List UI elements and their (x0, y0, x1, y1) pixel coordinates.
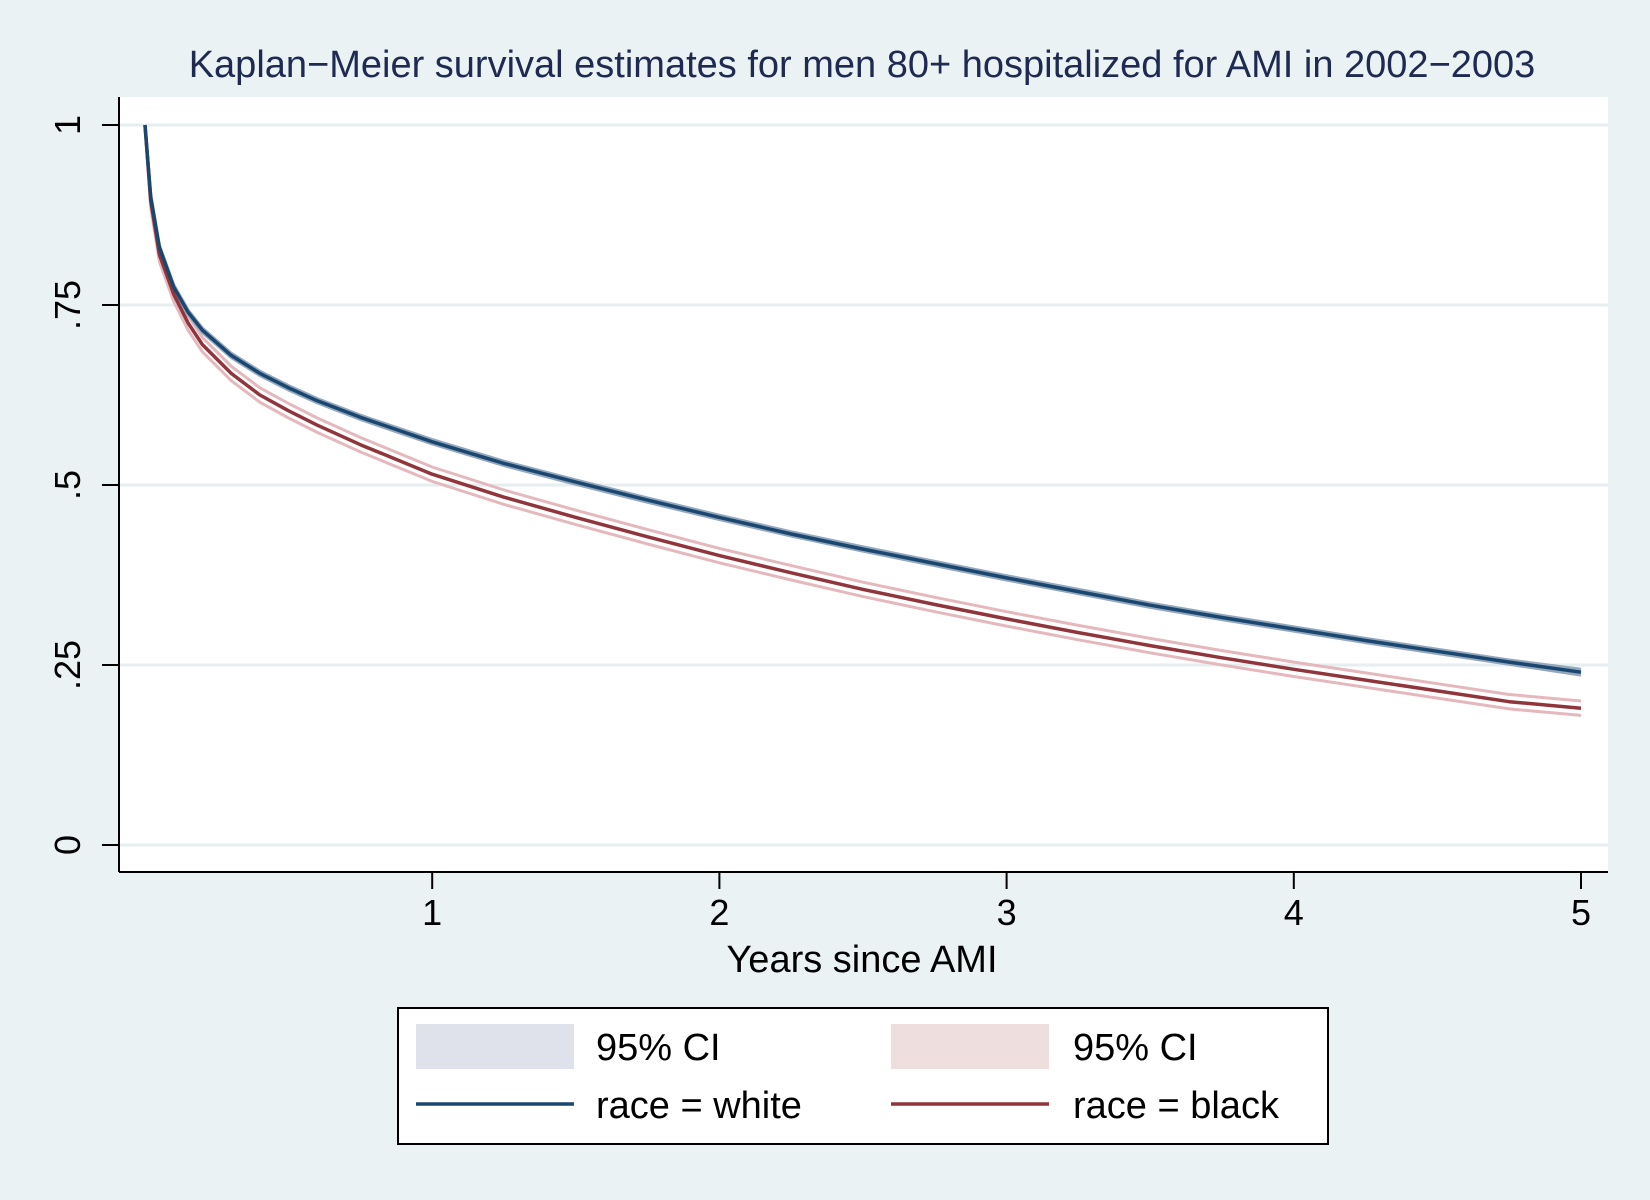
survival-lines (143, 124, 1582, 710)
legend-white-ci-label: 95% CI (596, 1027, 721, 1069)
x-axis-ticks: 1 2 3 4 5 (422, 872, 1591, 933)
survival-line-1 (143, 124, 1582, 710)
y-tick-label: 0 (47, 835, 88, 855)
y-tick-label: .25 (47, 640, 88, 690)
y-tick-label: .75 (47, 280, 88, 330)
chart-title: Kaplan−Meier survival estimates for men … (189, 44, 1536, 86)
ci-lower-band-1 (143, 124, 1582, 717)
y-tick-label: 1 (47, 115, 88, 135)
legend: 95% CI 95% CI race = white race = black (397, 1007, 1329, 1145)
legend-black-ci-label: 95% CI (1073, 1027, 1198, 1069)
ci-upper-band-1 (143, 124, 1582, 703)
x-axis-label: Years since AMI (726, 939, 997, 981)
survival-line-0 (143, 124, 1582, 674)
y-axis-ticks: 0 .25 .5 .75 1 (47, 115, 119, 855)
legend-black-line-label: race = black (1073, 1085, 1280, 1127)
x-tick-label: 4 (1284, 892, 1304, 933)
grid-lines (119, 123, 1608, 847)
x-tick-label: 3 (997, 892, 1017, 933)
legend-white-line-label: race = white (596, 1085, 802, 1127)
x-tick-label: 2 (709, 892, 729, 933)
legend-white-ci-swatch (416, 1024, 574, 1069)
x-tick-label: 5 (1571, 892, 1591, 933)
y-tick-label: .5 (47, 470, 88, 500)
x-tick-label: 1 (422, 892, 442, 933)
legend-black-ci-swatch (891, 1024, 1049, 1069)
